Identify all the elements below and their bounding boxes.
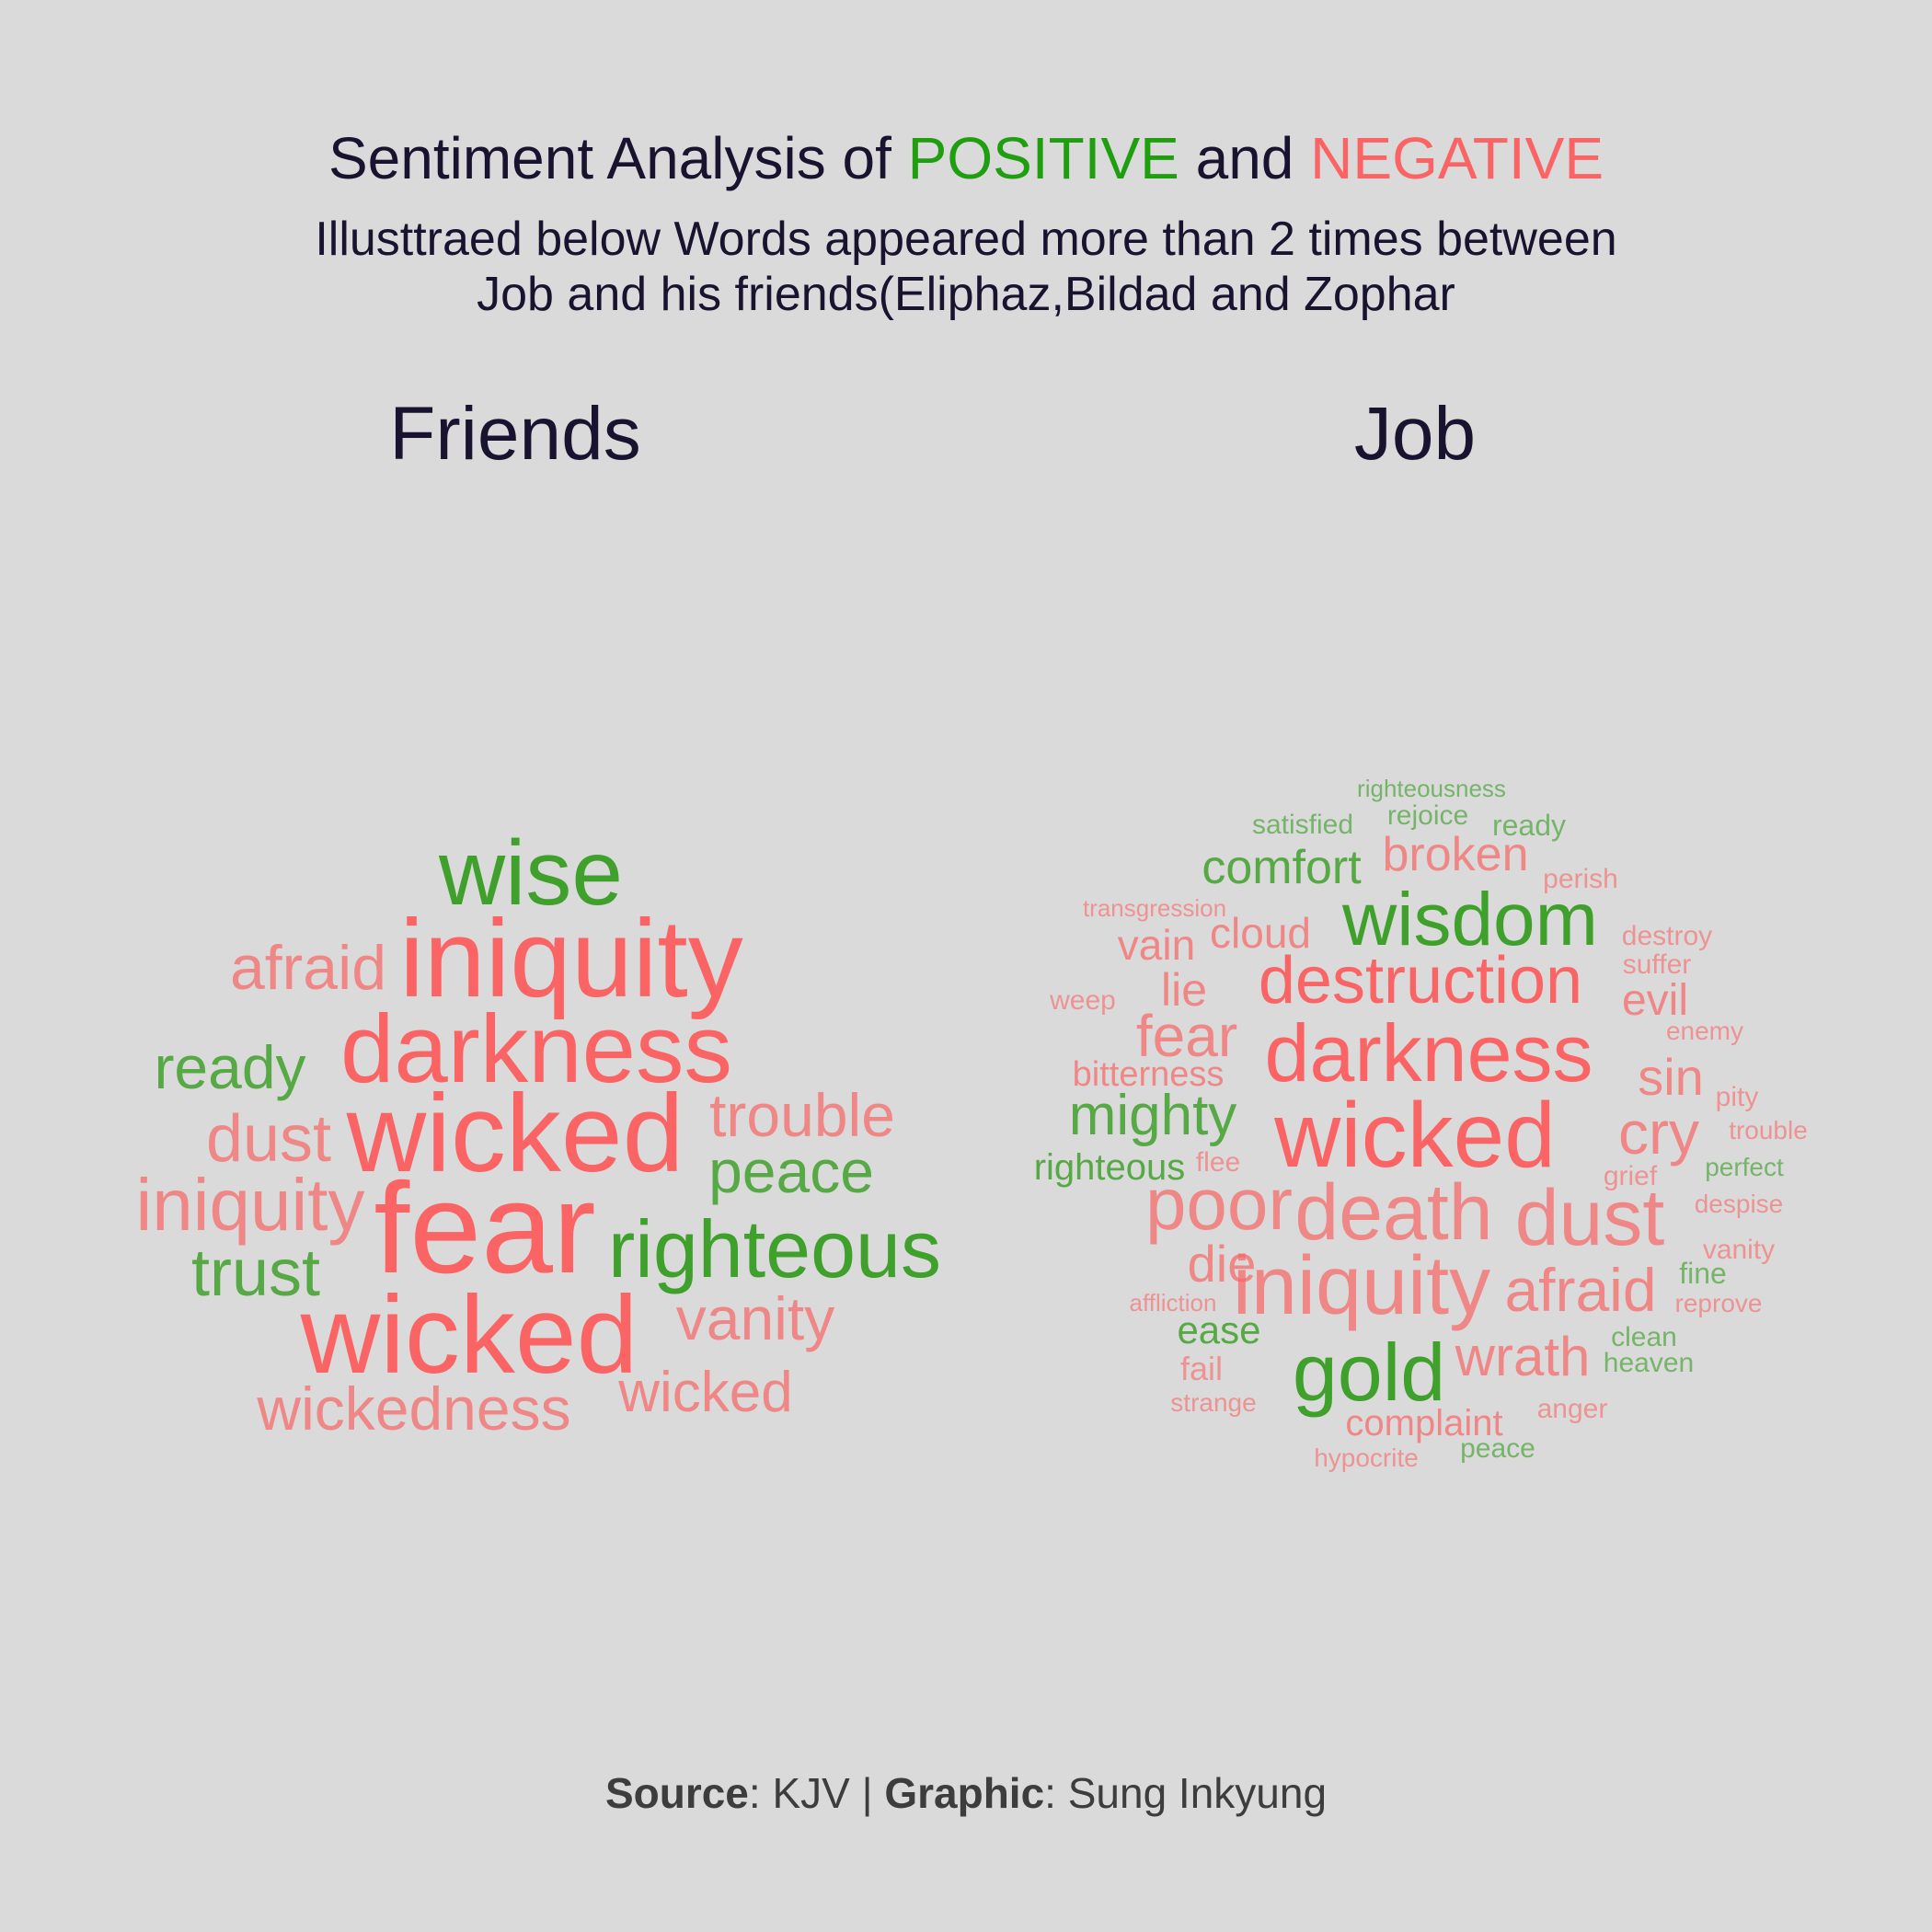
word-mighty: mighty [1069,1084,1237,1147]
word-clean: clean [1611,1322,1677,1352]
word-darkness: darkness [340,995,732,1103]
word-fear: fear [1136,1003,1237,1069]
word-grief: grief [1604,1161,1658,1191]
word-trouble: trouble [1729,1116,1808,1144]
caption-graphic-label: Graphic [884,1769,1045,1817]
word-strange: strange [1170,1388,1256,1417]
word-wrath: wrath [1455,1326,1591,1387]
word-transgression: transgression [1083,894,1226,922]
caption-graphic-value: : Sung Inkyung [1044,1769,1328,1817]
word-die: die [1188,1235,1257,1293]
word-weep: weep [1049,985,1116,1016]
word-perish: perish [1543,864,1618,894]
word-iniquity: iniquity [399,897,743,1020]
word-iniquity: iniquity [135,1164,364,1246]
caption-source-label: Source [604,1769,749,1817]
subtitle-line1: Illusttraed below Words appeared more th… [315,213,1617,266]
word-wicked: wicked [346,1072,684,1195]
panel-title-job: Job [1353,392,1477,476]
word-wickedness: wickedness [256,1374,570,1443]
word-death: death [1294,1168,1492,1257]
word-wise: wise [438,822,623,925]
word-ready: ready [154,1033,305,1101]
word-affliction: affliction [1130,1289,1217,1317]
word-anger: anger [1537,1394,1608,1424]
word-comfort: comfort [1202,841,1362,894]
word-destruction: destruction [1259,944,1582,1018]
word-trouble: trouble [709,1081,895,1149]
word-vanity: vanity [1703,1235,1775,1265]
word-lie: lie [1161,964,1207,1016]
word-peace: peace [708,1137,874,1205]
word-righteous: righteous [1034,1147,1186,1188]
word-pity: pity [1716,1082,1759,1112]
word-darkness: darkness [1264,1007,1593,1098]
word-destroy: destroy [1622,921,1712,951]
word-afraid: afraid [230,933,386,1003]
word-sin: sin [1638,1048,1704,1106]
word-trust: trust [191,1236,320,1310]
title-mid: and [1179,125,1311,191]
word-peace: peace [1460,1433,1535,1464]
word-wicked: wicked [617,1361,793,1424]
word-wicked: wicked [300,1273,638,1397]
word-fear: fear [374,1156,595,1300]
word-suffer: suffer [1623,949,1692,980]
word-cry: cry [1618,1098,1699,1167]
word-bitterness: bitterness [1073,1055,1225,1094]
word-iniquity: iniquity [1233,1240,1490,1332]
word-evil: evil [1622,976,1688,1025]
word-afraid: afraid [1504,1256,1656,1324]
word-dust: dust [206,1102,331,1176]
word-satisfied: satisfied [1252,810,1353,840]
word-despise: despise [1695,1190,1784,1218]
word-wisdom: wisdom [1341,878,1598,961]
caption-source-value: : KJV | [748,1769,885,1817]
word-wicked: wicked [1273,1084,1556,1187]
word-righteousness: righteousness [1357,775,1506,802]
word-complaint: complaint [1345,1403,1502,1443]
word-fine: fine [1679,1257,1727,1290]
word-hypocrite: hypocrite [1314,1443,1419,1472]
word-heaven: heaven [1604,1348,1694,1378]
panel-title-friends: Friends [389,392,641,476]
word-dust: dust [1515,1174,1665,1262]
word-righteous: righteous [608,1203,941,1294]
word-broken: broken [1383,828,1529,881]
word-rejoice: rejoice [1387,800,1468,831]
word-vain: vain [1118,921,1195,969]
word-ease: ease [1177,1308,1260,1351]
title-part1: Sentiment Analysis of [328,125,908,191]
subtitle-line2: Job and his friends(Eliphaz,Bildad and Z… [477,268,1455,321]
title-positive: POSITIVE [907,125,1179,191]
word-ready: ready [1492,809,1566,842]
word-gold: gold [1293,1327,1445,1418]
word-flee: flee [1196,1147,1240,1178]
word-vanity: vanity [676,1284,834,1352]
caption: Source: KJV | Graphic: Sung Inkyung [0,1768,1932,1818]
word-fail: fail [1180,1350,1223,1387]
word-cloud: cloud [1210,909,1311,957]
word-perfect: perfect [1705,1153,1784,1181]
word-poor: poor [1145,1163,1293,1245]
title-negative: NEGATIVE [1310,125,1604,191]
word-enemy: enemy [1666,1017,1743,1045]
chart-title: Sentiment Analysis of POSITIVE and NEGAT… [0,124,1932,192]
word-reprove: reprove [1675,1289,1763,1317]
